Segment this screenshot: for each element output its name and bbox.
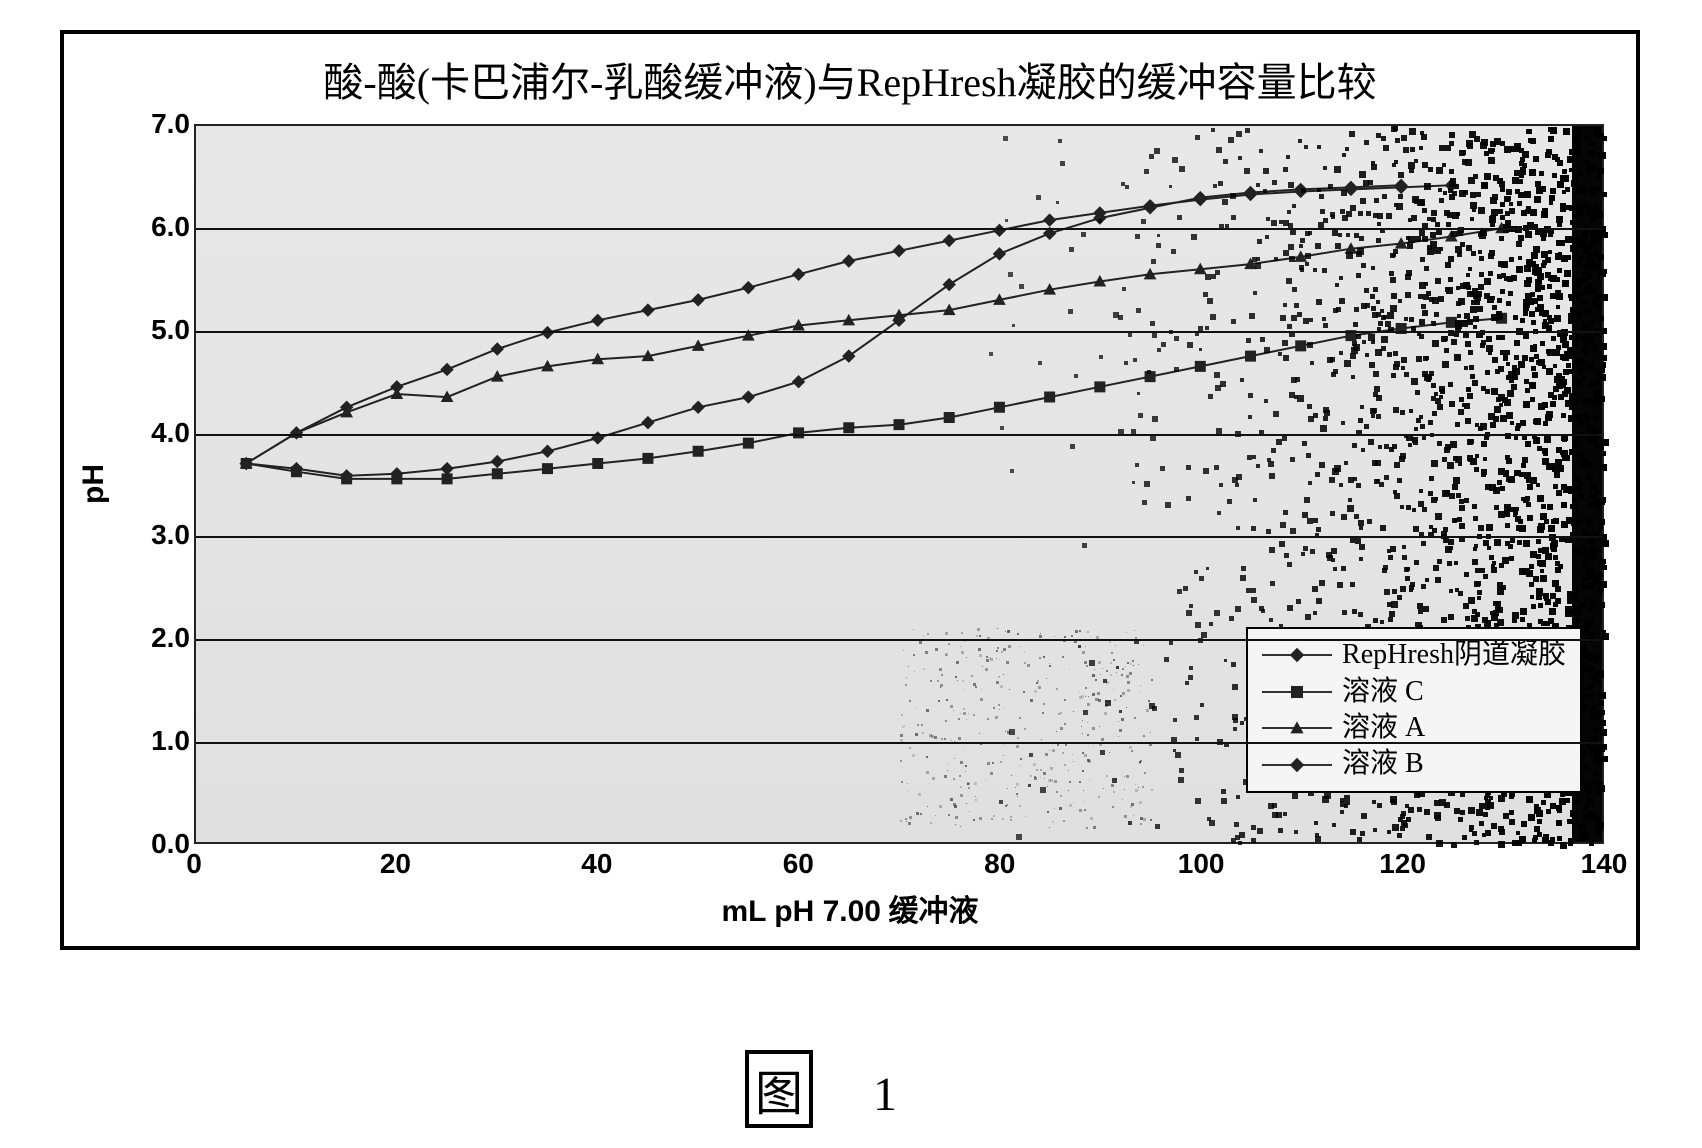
x-axis-label-cjk: 缓冲液 xyxy=(881,895,979,928)
series-marker xyxy=(1246,351,1256,361)
series-line xyxy=(246,318,1501,479)
gridline xyxy=(196,639,1602,641)
series-marker xyxy=(642,304,654,316)
series-marker xyxy=(692,401,704,413)
series-marker xyxy=(692,294,704,306)
plot-area: RepHresh阴道凝胶溶液 C溶液 A溶液 B xyxy=(194,124,1604,844)
series-marker xyxy=(642,417,654,429)
x-axis-label: mL pH 7.00 缓冲液 xyxy=(64,886,1636,930)
y-tick-label: 2.0 xyxy=(130,622,190,654)
figure-label: 图1 xyxy=(0,1050,1702,1128)
legend-label: 溶液 B xyxy=(1342,746,1424,782)
x-tick-label: 120 xyxy=(1373,848,1433,880)
series-marker xyxy=(843,255,855,267)
series-marker xyxy=(441,463,453,475)
series-marker xyxy=(1044,214,1056,226)
series-marker xyxy=(943,279,955,291)
series-marker xyxy=(441,363,453,375)
x-tick-label: 100 xyxy=(1171,848,1231,880)
figure-label-number: 1 xyxy=(873,1068,957,1121)
series-marker xyxy=(1296,341,1306,351)
y-tick-label: 7.0 xyxy=(130,108,190,140)
series-marker xyxy=(491,343,503,355)
x-axis-label-lat: mL pH 7.00 xyxy=(721,895,881,928)
y-tick-label: 5.0 xyxy=(130,314,190,346)
legend-marker xyxy=(1262,755,1332,775)
series-marker xyxy=(944,413,954,423)
y-tick-label: 4.0 xyxy=(130,417,190,449)
chart-title: 酸-酸(卡巴浦尔-乳酸缓冲液)与RepHresh凝胶的缓冲容量比较 xyxy=(64,50,1636,108)
legend-marker xyxy=(1262,645,1332,665)
series-marker xyxy=(543,464,553,474)
series-marker xyxy=(893,245,905,257)
series-marker xyxy=(743,438,753,448)
series-marker xyxy=(1045,392,1055,402)
series-marker xyxy=(1446,317,1456,327)
legend-label: RepHresh阴道凝胶 xyxy=(1342,637,1566,673)
legend-item: 溶液 B xyxy=(1262,746,1566,782)
chart-frame: 酸-酸(卡巴浦尔-乳酸缓冲液)与RepHresh凝胶的缓冲容量比较 pH mL … xyxy=(60,30,1640,950)
series-marker xyxy=(742,282,754,294)
x-tick-label: 140 xyxy=(1574,848,1634,880)
series-marker xyxy=(643,453,653,463)
x-tick-label: 40 xyxy=(567,848,627,880)
gridline xyxy=(196,331,1602,333)
x-tick-label: 60 xyxy=(768,848,828,880)
gridline xyxy=(196,434,1602,436)
series-marker xyxy=(291,467,301,477)
series-marker xyxy=(994,402,1004,412)
legend-item: 溶液 A xyxy=(1262,710,1566,746)
series-marker xyxy=(542,445,554,457)
series-marker xyxy=(894,420,904,430)
legend-label: 溶液 C xyxy=(1342,674,1424,710)
x-tick-label: 20 xyxy=(365,848,425,880)
legend: RepHresh阴道凝胶溶液 C溶液 A溶液 B xyxy=(1246,627,1582,793)
series-marker xyxy=(943,235,955,247)
series-marker xyxy=(592,314,604,326)
series-line xyxy=(246,228,1501,463)
y-tick-label: 3.0 xyxy=(130,519,190,551)
series-marker xyxy=(1145,372,1155,382)
legend-item: RepHresh阴道凝胶 xyxy=(1262,637,1566,673)
y-tick-label: 6.0 xyxy=(130,211,190,243)
series-marker xyxy=(693,446,703,456)
series-marker xyxy=(492,469,502,479)
page: { "title": "酸-酸(卡巴浦尔-乳酸缓冲液)与RepHresh凝胶的缓… xyxy=(0,0,1702,1148)
legend-marker xyxy=(1262,718,1332,738)
y-axis-label: pH xyxy=(77,464,111,504)
y-tick-label: 1.0 xyxy=(130,725,190,757)
series-marker xyxy=(392,474,402,484)
gridline xyxy=(196,228,1602,230)
series-marker xyxy=(1095,382,1105,392)
gridline xyxy=(196,536,1602,538)
legend-label: 溶液 A xyxy=(1342,710,1425,746)
series-marker xyxy=(1497,313,1507,323)
x-tick-label: 0 xyxy=(164,848,224,880)
series-marker xyxy=(391,381,403,393)
legend-marker xyxy=(1262,682,1332,702)
series-marker xyxy=(793,268,805,280)
series-marker xyxy=(844,423,854,433)
series-marker xyxy=(593,459,603,469)
figure-label-box: 图 xyxy=(745,1050,813,1128)
series-marker xyxy=(793,376,805,388)
legend-item: 溶液 C xyxy=(1262,674,1566,710)
x-tick-label: 80 xyxy=(970,848,1030,880)
series-marker xyxy=(993,224,1005,236)
series-marker xyxy=(442,474,452,484)
series-marker xyxy=(1195,361,1205,371)
series-marker xyxy=(491,455,503,467)
series-marker xyxy=(342,474,352,484)
series-marker xyxy=(742,391,754,403)
series-marker xyxy=(1445,179,1457,191)
series-marker xyxy=(993,248,1005,260)
gridline xyxy=(196,742,1602,744)
